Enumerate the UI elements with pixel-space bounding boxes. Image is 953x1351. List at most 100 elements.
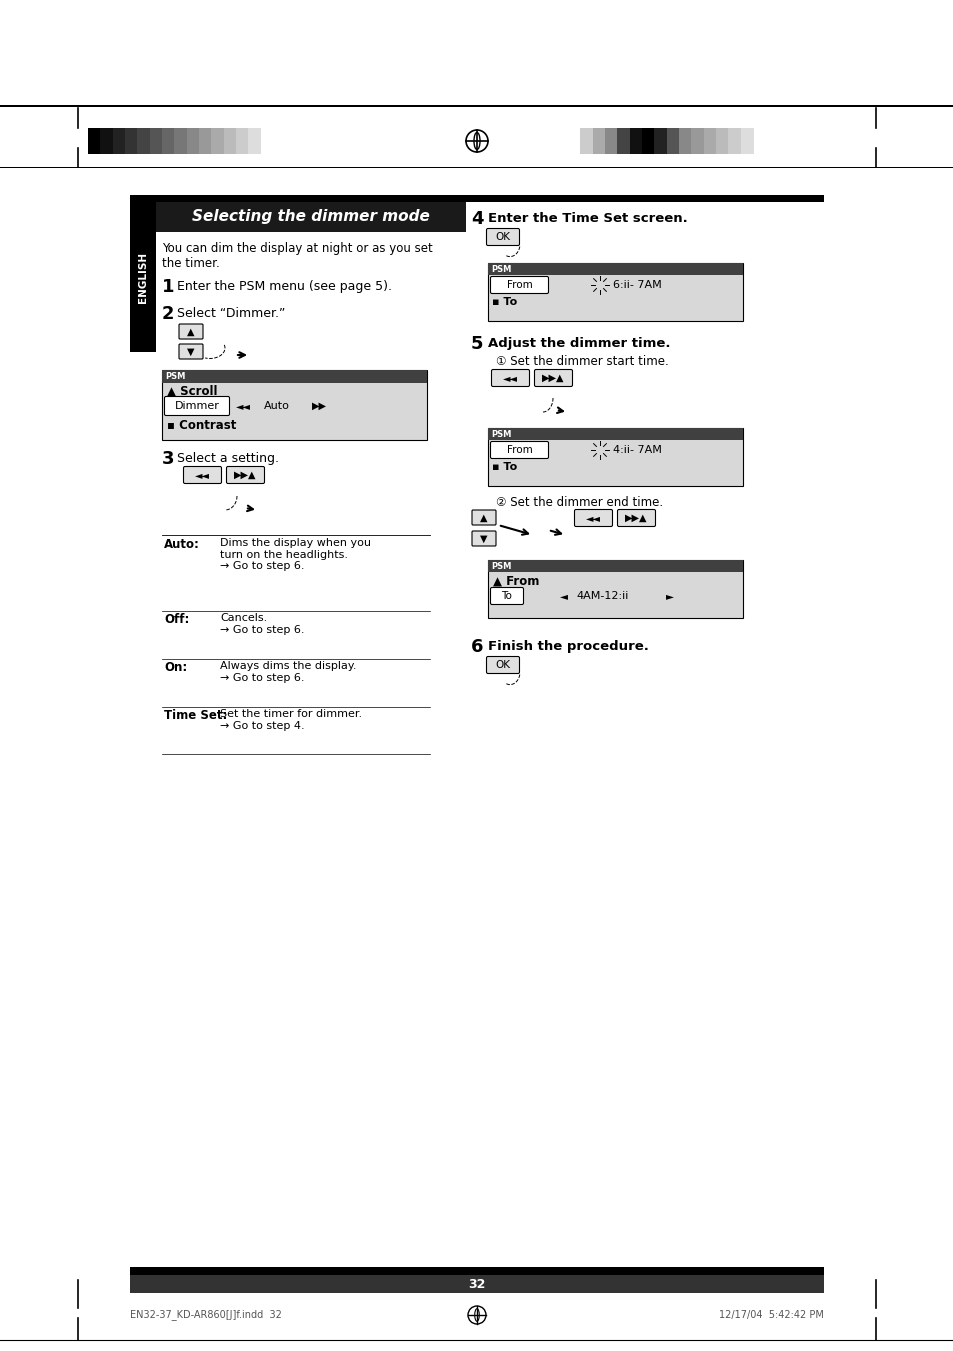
Text: PSM: PSM: [491, 562, 511, 571]
Bar: [679, 128, 691, 154]
FancyBboxPatch shape: [490, 442, 548, 458]
Text: OK: OK: [495, 232, 510, 242]
Text: Auto: Auto: [264, 401, 290, 411]
Bar: [235, 128, 249, 154]
Bar: [488, 263, 742, 276]
Text: ▪ To: ▪ To: [492, 297, 517, 307]
Bar: [150, 128, 162, 154]
Text: Adjust the dimmer time.: Adjust the dimmer time.: [488, 336, 670, 350]
Text: Enter the Time Set screen.: Enter the Time Set screen.: [488, 212, 687, 226]
Text: ▼: ▼: [187, 346, 194, 357]
Text: 1: 1: [162, 278, 174, 296]
Bar: [130, 1275, 823, 1293]
Bar: [162, 128, 174, 154]
Bar: [0, 105, 953, 107]
Circle shape: [596, 281, 603, 289]
Circle shape: [596, 446, 603, 454]
Text: Select a setting.: Select a setting.: [177, 453, 278, 465]
Text: ◄◄: ◄◄: [194, 470, 210, 480]
FancyBboxPatch shape: [574, 509, 612, 527]
Bar: [691, 128, 703, 154]
Bar: [112, 128, 126, 154]
Text: ▪ To: ▪ To: [492, 462, 517, 471]
Text: 6:ii- 7AM: 6:ii- 7AM: [613, 280, 661, 290]
Text: ◄: ◄: [559, 590, 567, 601]
Text: ▲ From: ▲ From: [493, 576, 538, 588]
Text: Set the timer for dimmer.
→ Go to step 4.: Set the timer for dimmer. → Go to step 4…: [220, 709, 362, 731]
FancyBboxPatch shape: [472, 531, 496, 546]
Bar: [174, 128, 187, 154]
FancyBboxPatch shape: [486, 657, 519, 674]
FancyBboxPatch shape: [491, 370, 529, 386]
Bar: [248, 128, 261, 154]
FancyBboxPatch shape: [490, 588, 523, 604]
Bar: [137, 128, 150, 154]
Text: From: From: [507, 280, 533, 290]
FancyBboxPatch shape: [164, 396, 230, 416]
Bar: [187, 128, 199, 154]
Bar: [162, 370, 427, 382]
Bar: [666, 128, 679, 154]
Text: Enter the PSM menu (see page 5).: Enter the PSM menu (see page 5).: [177, 280, 392, 293]
Bar: [130, 1267, 823, 1275]
Text: ▼: ▼: [479, 534, 487, 543]
Text: ◄◄: ◄◄: [585, 513, 600, 523]
Text: You can dim the display at night or as you set
the timer.: You can dim the display at night or as y…: [162, 242, 433, 270]
Bar: [130, 203, 156, 353]
Bar: [223, 128, 236, 154]
Bar: [199, 128, 212, 154]
Text: 12/17/04  5:42:42 PM: 12/17/04 5:42:42 PM: [719, 1310, 823, 1320]
Bar: [592, 128, 605, 154]
FancyBboxPatch shape: [490, 277, 548, 293]
Text: 4: 4: [471, 209, 483, 228]
Bar: [617, 128, 630, 154]
Text: Selecting the dimmer mode: Selecting the dimmer mode: [192, 209, 430, 224]
FancyBboxPatch shape: [617, 509, 655, 527]
Bar: [125, 128, 137, 154]
Text: 4:ii- 7AM: 4:ii- 7AM: [613, 444, 661, 455]
Text: ▲: ▲: [479, 512, 487, 523]
Text: ▶▶▲: ▶▶▲: [624, 513, 647, 523]
Bar: [727, 128, 740, 154]
Bar: [567, 128, 580, 154]
Bar: [654, 128, 666, 154]
Text: 4AM-12:ii: 4AM-12:ii: [576, 590, 628, 601]
Text: ▶▶▲: ▶▶▲: [234, 470, 256, 480]
FancyBboxPatch shape: [486, 228, 519, 246]
Bar: [100, 128, 113, 154]
Text: ▲: ▲: [187, 327, 194, 336]
Text: ▶▶▲: ▶▶▲: [541, 373, 564, 382]
Bar: [488, 428, 742, 440]
Text: ►: ►: [665, 590, 673, 601]
Text: Always dims the display.
→ Go to step 6.: Always dims the display. → Go to step 6.: [220, 661, 356, 682]
Text: 2: 2: [162, 305, 174, 323]
FancyBboxPatch shape: [534, 370, 572, 386]
Text: ▶▶: ▶▶: [312, 401, 327, 411]
Bar: [740, 128, 753, 154]
Text: Time Set:: Time Set:: [164, 709, 227, 721]
Text: Dimmer: Dimmer: [174, 401, 219, 411]
Text: From: From: [507, 444, 533, 455]
Bar: [629, 128, 641, 154]
Bar: [130, 195, 823, 203]
Text: EN32-37_KD-AR860[J]f.indd  32: EN32-37_KD-AR860[J]f.indd 32: [130, 1309, 281, 1320]
Bar: [703, 128, 716, 154]
Text: PSM: PSM: [491, 265, 511, 274]
Text: PSM: PSM: [491, 430, 511, 439]
Text: ① Set the dimmer start time.: ① Set the dimmer start time.: [496, 355, 668, 367]
Bar: [162, 370, 427, 440]
Bar: [641, 128, 654, 154]
Text: 32: 32: [468, 1278, 485, 1290]
Text: ▪ Contrast: ▪ Contrast: [167, 419, 236, 432]
FancyBboxPatch shape: [226, 466, 264, 484]
Text: OK: OK: [495, 661, 510, 670]
Text: Cancels.
→ Go to step 6.: Cancels. → Go to step 6.: [220, 613, 304, 635]
Bar: [212, 128, 224, 154]
FancyBboxPatch shape: [179, 324, 203, 339]
FancyBboxPatch shape: [179, 345, 203, 359]
Text: ▲ Scroll: ▲ Scroll: [167, 385, 217, 399]
Bar: [604, 128, 618, 154]
Text: Auto:: Auto:: [164, 538, 200, 551]
Text: On:: On:: [164, 661, 187, 674]
Bar: [88, 128, 101, 154]
